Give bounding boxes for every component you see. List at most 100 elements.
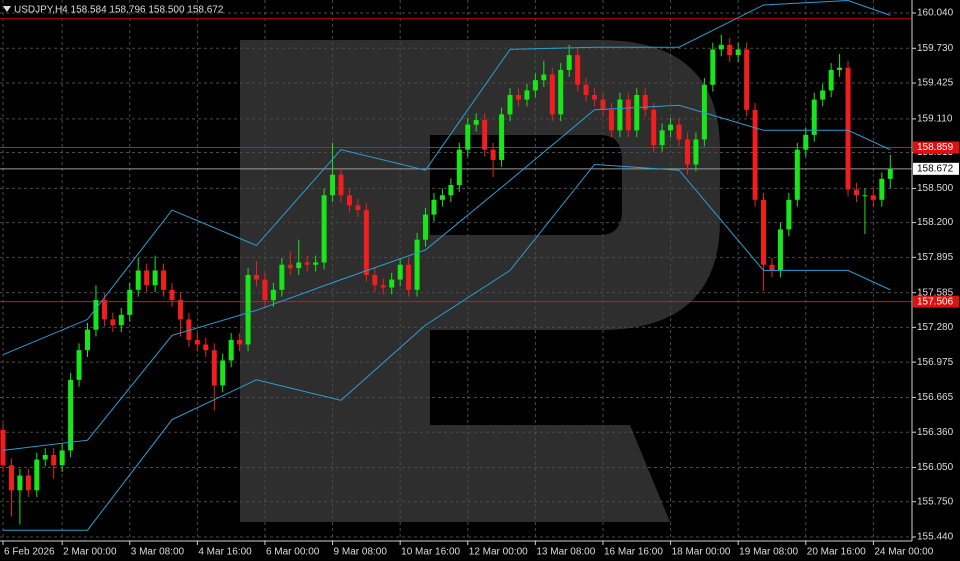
candle-body xyxy=(220,360,226,386)
y-tick-label: 155.440 xyxy=(917,532,954,543)
chart-header: USDJPY,H4 158.584 158.796 158.500 158.67… xyxy=(14,5,224,16)
candle-body xyxy=(287,264,293,269)
candle-body xyxy=(575,55,581,85)
x-tick-label: 2 Mar 00:00 xyxy=(63,547,117,558)
plot xyxy=(0,0,912,531)
candle-body xyxy=(769,264,775,271)
y-tick-label: 156.665 xyxy=(917,392,954,403)
bollinger-band xyxy=(2,0,891,356)
candle-body xyxy=(735,49,741,56)
candle-body xyxy=(761,199,767,265)
candle-body xyxy=(321,195,327,263)
candle-body xyxy=(684,139,690,165)
y-tick-label: 158.500 xyxy=(917,183,954,194)
candle-body xyxy=(423,214,429,240)
candle-body xyxy=(879,178,885,200)
candle-body xyxy=(270,289,276,301)
candle-body xyxy=(431,199,437,215)
candle-body xyxy=(313,262,319,265)
x-tick-label: 6 Feb 2026 xyxy=(4,547,55,558)
candle-body xyxy=(600,99,606,110)
watermark-bowl xyxy=(430,40,720,330)
x-tick-label: 6 Mar 00:00 xyxy=(266,547,320,558)
candle-body xyxy=(448,185,454,196)
candle-body xyxy=(59,450,65,466)
candle-body xyxy=(296,262,302,269)
candle-body xyxy=(676,124,682,140)
candle-body xyxy=(110,319,116,326)
x-tick-label: 18 Mar 00:00 xyxy=(672,547,731,558)
candle-body xyxy=(693,139,699,165)
y-tick-label: 156.050 xyxy=(917,462,954,473)
candle-body xyxy=(651,109,657,146)
y-tick-label: 158.200 xyxy=(917,217,954,228)
price-label: 158.672 xyxy=(917,163,954,174)
candle-body xyxy=(803,134,809,150)
candle-body xyxy=(794,149,800,200)
bollinger-band xyxy=(2,104,891,451)
candle-body xyxy=(101,300,107,320)
candle-body xyxy=(820,90,826,100)
candle-body xyxy=(346,195,352,206)
x-tick-label: 9 Mar 08:00 xyxy=(334,547,388,558)
candle-body xyxy=(786,199,792,230)
candle-body xyxy=(625,99,631,131)
candle-body xyxy=(777,229,783,271)
candle-body xyxy=(456,149,462,186)
watermark-leg xyxy=(430,425,670,522)
candle-body xyxy=(507,95,513,115)
candle-body xyxy=(25,475,31,491)
candle-body xyxy=(152,270,158,286)
price-label: 157.506 xyxy=(917,296,954,307)
bollinger-band xyxy=(3,163,891,531)
candle-body xyxy=(439,195,445,200)
candle-body xyxy=(186,319,192,340)
candle-body xyxy=(68,379,74,451)
candle-body xyxy=(406,264,412,290)
candle-body xyxy=(194,339,200,345)
candle-body xyxy=(144,270,150,286)
y-tick-label: 155.750 xyxy=(917,496,954,507)
candle-body xyxy=(659,130,665,146)
candle-body xyxy=(363,210,369,275)
candle-body xyxy=(592,95,598,100)
x-tick-label: 12 Mar 00:00 xyxy=(469,547,528,558)
candle-body xyxy=(330,174,336,196)
candle-body xyxy=(837,67,843,70)
candle-body xyxy=(845,67,851,190)
candle-body xyxy=(338,174,344,196)
candle-body xyxy=(465,124,471,150)
candle-body xyxy=(245,274,251,345)
y-tick-label: 157.280 xyxy=(917,322,954,333)
candle-body xyxy=(135,270,141,290)
candle-body xyxy=(304,262,310,265)
y-tick-label: 157.585 xyxy=(917,287,954,298)
candle-body xyxy=(887,168,893,179)
candle-body xyxy=(228,339,234,361)
grid xyxy=(0,0,912,541)
candle-body xyxy=(541,74,547,81)
candle-body xyxy=(177,300,183,320)
candle-body xyxy=(870,195,876,200)
x-tick-label: 20 Mar 16:00 xyxy=(807,547,866,558)
x-tick-label: 16 Mar 16:00 xyxy=(604,547,663,558)
candle-body xyxy=(524,90,530,100)
candle-body xyxy=(203,344,209,351)
candle-body xyxy=(701,84,707,140)
candle-body xyxy=(490,149,496,160)
y-tick-label: 160.040 xyxy=(917,8,954,19)
candle-body xyxy=(237,339,243,345)
price-label-box xyxy=(913,162,959,175)
candle-body xyxy=(558,69,564,115)
candle-body xyxy=(710,49,716,85)
candle-body xyxy=(93,300,99,330)
candle-body xyxy=(262,279,268,301)
candle-body xyxy=(617,99,623,131)
candle-body xyxy=(608,109,614,131)
y-tick-label: 156.360 xyxy=(917,427,954,438)
x-tick-label: 19 Mar 08:00 xyxy=(739,547,798,558)
price-label-box xyxy=(913,295,959,308)
candle-body xyxy=(389,279,395,288)
candle-body xyxy=(862,195,868,197)
